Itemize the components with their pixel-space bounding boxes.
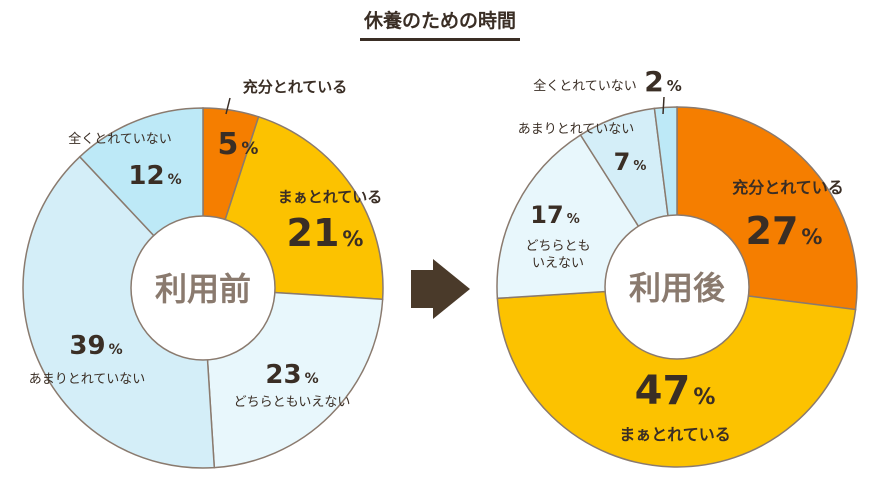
slice-label: あまりとれていない <box>518 122 635 137</box>
leader-line <box>225 97 231 115</box>
donut-hole <box>130 215 276 361</box>
center-label: 利用後 <box>629 269 726 307</box>
center-label: 利用前 <box>155 270 251 308</box>
slice-label: まぁとれている <box>619 425 731 444</box>
slice-label: 全くとれていない <box>533 78 637 94</box>
slice-value: 12% <box>128 161 181 191</box>
slice-value: 39% <box>69 331 122 361</box>
slice-label: どちらともいえない <box>525 239 590 271</box>
slice-label: どちらともいえない <box>234 395 351 410</box>
slice-value: 5% <box>218 127 259 162</box>
slice-value: 47% <box>635 368 716 414</box>
leader-line <box>662 96 665 115</box>
slice-label: 充分とれている <box>732 178 844 197</box>
donut-chart-before: 利用前 充分とれている 5 % まぁとれている 21 % どちらともいえない 23 % あまりとれて… <box>22 78 384 469</box>
slice-value: 17% <box>530 201 579 229</box>
arrow-right-icon <box>411 259 470 319</box>
slice-value: 21% <box>287 211 364 255</box>
donut-hole <box>604 214 750 360</box>
slice-label: あまりとれていない <box>29 372 146 387</box>
donut-chart-after: 利用後 充分とれている 27 % まぁとれている 47 % どちらともいえない 17 % あまりとれ… <box>496 65 858 468</box>
slice-value: 7% <box>614 148 647 176</box>
pie-slice <box>496 286 857 468</box>
slice-label: 充分とれている <box>243 78 348 96</box>
pie-slice <box>22 155 216 469</box>
slice-label: まぁとれている <box>278 188 383 206</box>
slice-value: 2% <box>644 65 682 98</box>
slice-value: 23% <box>265 360 318 390</box>
slice-value: 27% <box>746 209 823 253</box>
chart-title: 休養のための時間 <box>359 6 520 41</box>
slice-label: 全くとれていない <box>68 131 172 147</box>
